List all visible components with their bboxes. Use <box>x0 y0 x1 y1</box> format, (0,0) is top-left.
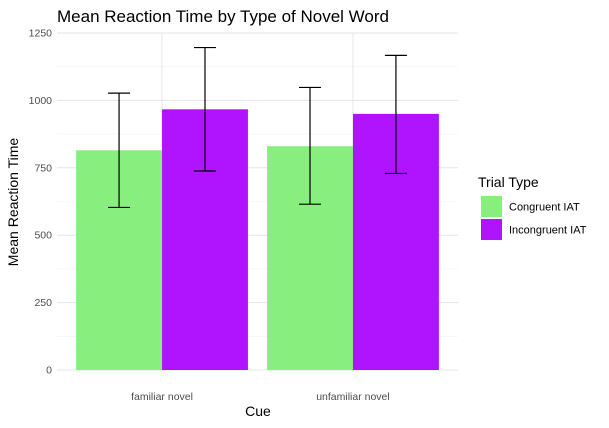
legend-label: Congruent IAT <box>509 202 580 214</box>
legend-title: Trial Type <box>478 174 539 190</box>
x-tick-label: familiar novel <box>131 391 193 403</box>
chart-title: Mean Reaction Time by Type of Novel Word <box>57 7 389 26</box>
bars <box>76 109 439 370</box>
y-axis-title: Mean Reaction Time <box>5 138 21 267</box>
x-tick-label: unfamiliar novel <box>316 391 390 403</box>
legend-label: Incongruent IAT <box>509 225 587 237</box>
x-axis-ticks: familiar novel unfamiliar novel <box>131 391 390 403</box>
y-tick-label: 1250 <box>29 28 53 40</box>
y-axis-ticks: 0 250 500 750 1000 1250 <box>29 28 53 377</box>
y-tick-label: 750 <box>34 162 52 174</box>
y-tick-label: 250 <box>34 297 52 309</box>
error-bars <box>108 46 407 209</box>
y-tick-label: 500 <box>34 230 52 242</box>
x-axis-title: Cue <box>245 403 271 419</box>
y-tick-label: 1000 <box>29 95 53 107</box>
legend: Trial Type Congruent IAT Incongruent IAT <box>478 174 587 240</box>
legend-swatch <box>481 196 502 217</box>
legend-swatch <box>481 219 502 240</box>
y-tick-label: 0 <box>46 365 52 377</box>
